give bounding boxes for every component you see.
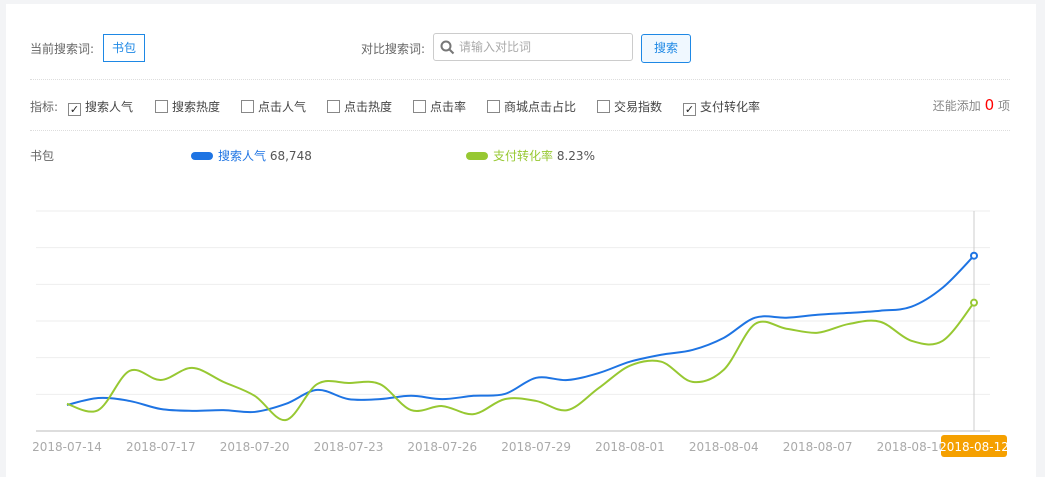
divider: [30, 130, 1010, 131]
x-tick-label: 2018-08-01: [595, 440, 665, 454]
legend-item-search-popularity[interactable]: 搜索人气 68,748: [191, 147, 312, 164]
legend-marker: [191, 152, 213, 160]
search-icon: [440, 40, 455, 55]
checkbox[interactable]: ✓: [68, 103, 81, 116]
metrics-label: 指标:: [30, 100, 59, 114]
checkbox[interactable]: [241, 100, 254, 113]
checkbox[interactable]: ✓: [683, 103, 696, 116]
series-line-1: [66, 302, 975, 422]
x-tick-label: 2018-07-23: [314, 440, 384, 454]
compare-search-placeholder: 请输入对比词: [459, 40, 532, 54]
x-tick-label: 2018-08-07: [783, 440, 853, 454]
x-tick-label: 2018-07-20: [220, 440, 290, 454]
x-tick-label: 2018-08-12: [939, 440, 1009, 454]
legend-series-value: 8.23%: [556, 149, 595, 163]
x-tick-label: 2018-08-04: [689, 440, 759, 454]
series-line-0: [66, 255, 975, 414]
checkbox[interactable]: [327, 100, 340, 113]
x-tick-highlight: [941, 435, 1007, 457]
legend-marker: [466, 152, 488, 160]
divider: [30, 79, 1010, 80]
metric-label: 交易指数: [614, 100, 663, 114]
metric-label: 搜索人气: [85, 100, 134, 114]
remaining-count: 0: [984, 96, 995, 114]
legend-series-name: 搜索人气: [218, 149, 267, 163]
metric-checkbox-1[interactable]: 搜索热度: [155, 98, 220, 115]
x-tick-label: 2018-08-10: [877, 440, 947, 454]
metric-label: 商城点击占比: [504, 100, 577, 114]
compare-keyword-label: 对比搜索词:: [361, 42, 426, 56]
x-tick-label: 2018-07-29: [501, 440, 571, 454]
remaining-count-text: 还能添加 0 项: [933, 96, 1010, 114]
x-tick-label: 2018-07-14: [32, 440, 102, 454]
checkbox[interactable]: [413, 100, 426, 113]
checkbox[interactable]: [487, 100, 500, 113]
legend-keyword: 书包: [30, 149, 55, 163]
metric-label: 点击率: [430, 100, 467, 114]
remaining-prefix: 还能添加: [932, 99, 981, 113]
metric-checkbox-4[interactable]: 点击率: [413, 98, 466, 115]
series-point-1: [970, 298, 978, 307]
checkbox[interactable]: [155, 100, 168, 113]
x-tick-label: 2018-07-17: [126, 440, 196, 454]
remaining-suffix: 项: [997, 99, 1010, 113]
metric-checkbox-5[interactable]: 商城点击占比: [487, 98, 576, 115]
checkbox[interactable]: [597, 100, 610, 113]
legend-series-name: 支付转化率: [493, 149, 554, 163]
metric-checkbox-0[interactable]: ✓ 搜索人气: [68, 98, 133, 116]
current-keyword-label: 当前搜索词:: [30, 42, 95, 56]
search-button[interactable]: 搜索: [641, 34, 691, 63]
metric-label: 点击热度: [344, 100, 393, 114]
legend-series-value: 68,748: [269, 149, 312, 163]
current-keyword-tag[interactable]: 书包: [103, 34, 145, 62]
legend-item-pay-conversion[interactable]: 支付转化率 8.23%: [466, 147, 595, 164]
compare-search-input[interactable]: 请输入对比词: [433, 33, 633, 61]
metric-checkbox-6[interactable]: 交易指数: [597, 98, 662, 115]
x-tick-label: 2018-07-26: [407, 440, 477, 454]
series-point-0: [970, 251, 978, 260]
metric-checkbox-2[interactable]: 点击人气: [241, 98, 306, 115]
metric-label: 支付转化率: [700, 100, 761, 114]
metric-checkbox-7[interactable]: ✓ 支付转化率: [683, 98, 760, 116]
metric-label: 点击人气: [258, 100, 307, 114]
metric-checkbox-3[interactable]: 点击热度: [327, 98, 392, 115]
metric-label: 搜索热度: [172, 100, 221, 114]
